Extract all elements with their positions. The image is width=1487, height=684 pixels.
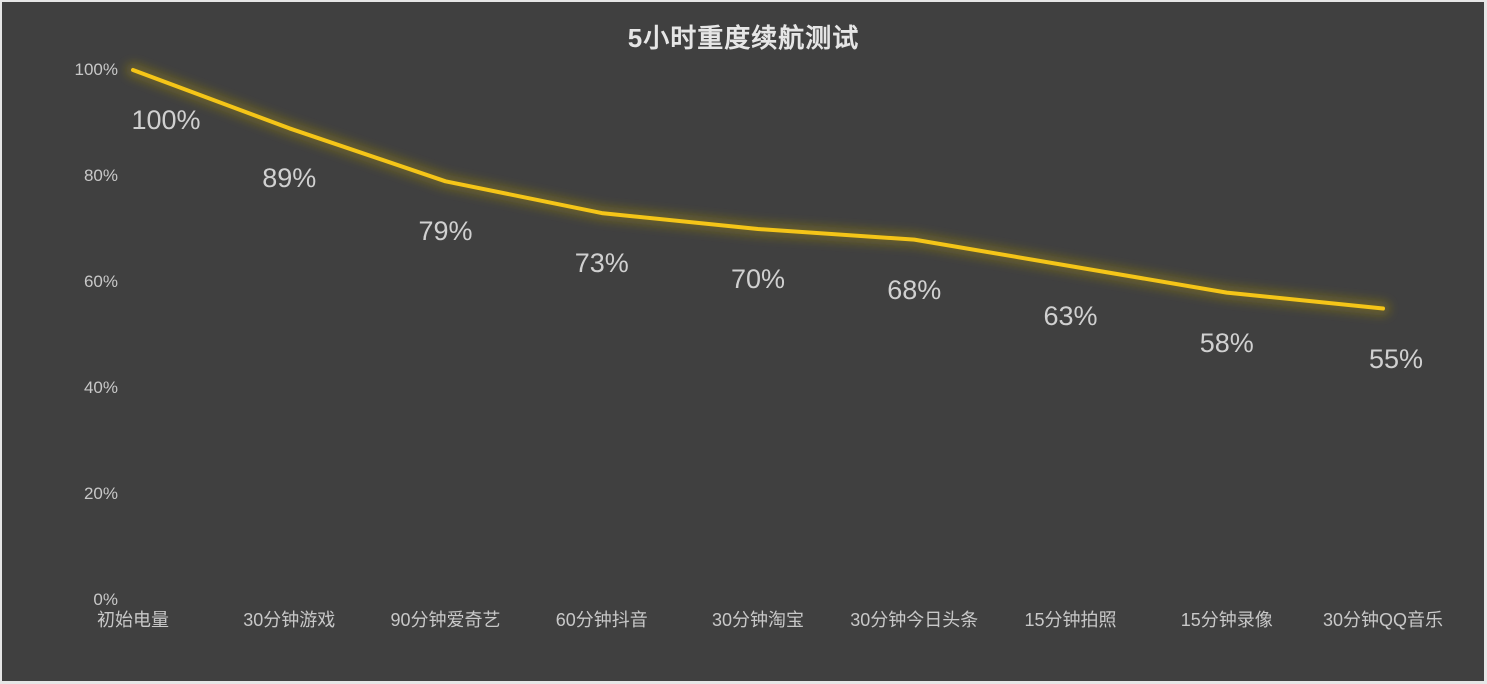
series-line [131,68,1385,311]
y-tick-label: 100% [74,60,118,79]
data-label: 79% [418,216,473,247]
x-tick-label: 30分钟QQ音乐 [1322,610,1444,630]
data-label: 70% [730,264,786,294]
data-label: 100% [131,105,201,135]
x-tick-label: 初始电量 [97,610,169,630]
y-tick-label: 0% [93,590,118,609]
x-tick-label: 30分钟今日头条 [850,610,979,630]
y-tick-label: 80% [83,166,118,185]
y-tick-label: 60% [83,272,118,291]
x-tick-label: 30分钟淘宝 [711,610,805,630]
data-label: 63% [1043,301,1098,332]
y-tick-label: 20% [83,484,118,503]
x-tick-label: 15分钟拍照 [1024,610,1117,630]
data-label: 73% [574,248,629,279]
x-tick-label: 15分钟录像 [1180,610,1273,630]
y-tick-label: 40% [83,378,118,397]
data-label: 58% [1199,327,1254,358]
data-label: 89% [262,163,317,194]
chart-title: 5小时重度续航测试 [627,23,860,53]
data-label: 68% [887,274,942,305]
x-tick-label: 30分钟游戏 [243,610,336,630]
data-label: 55% [1368,343,1424,374]
x-tick-label: 60分钟抖音 [555,610,648,630]
x-tick-label: 90分钟爱奇艺 [390,610,501,630]
